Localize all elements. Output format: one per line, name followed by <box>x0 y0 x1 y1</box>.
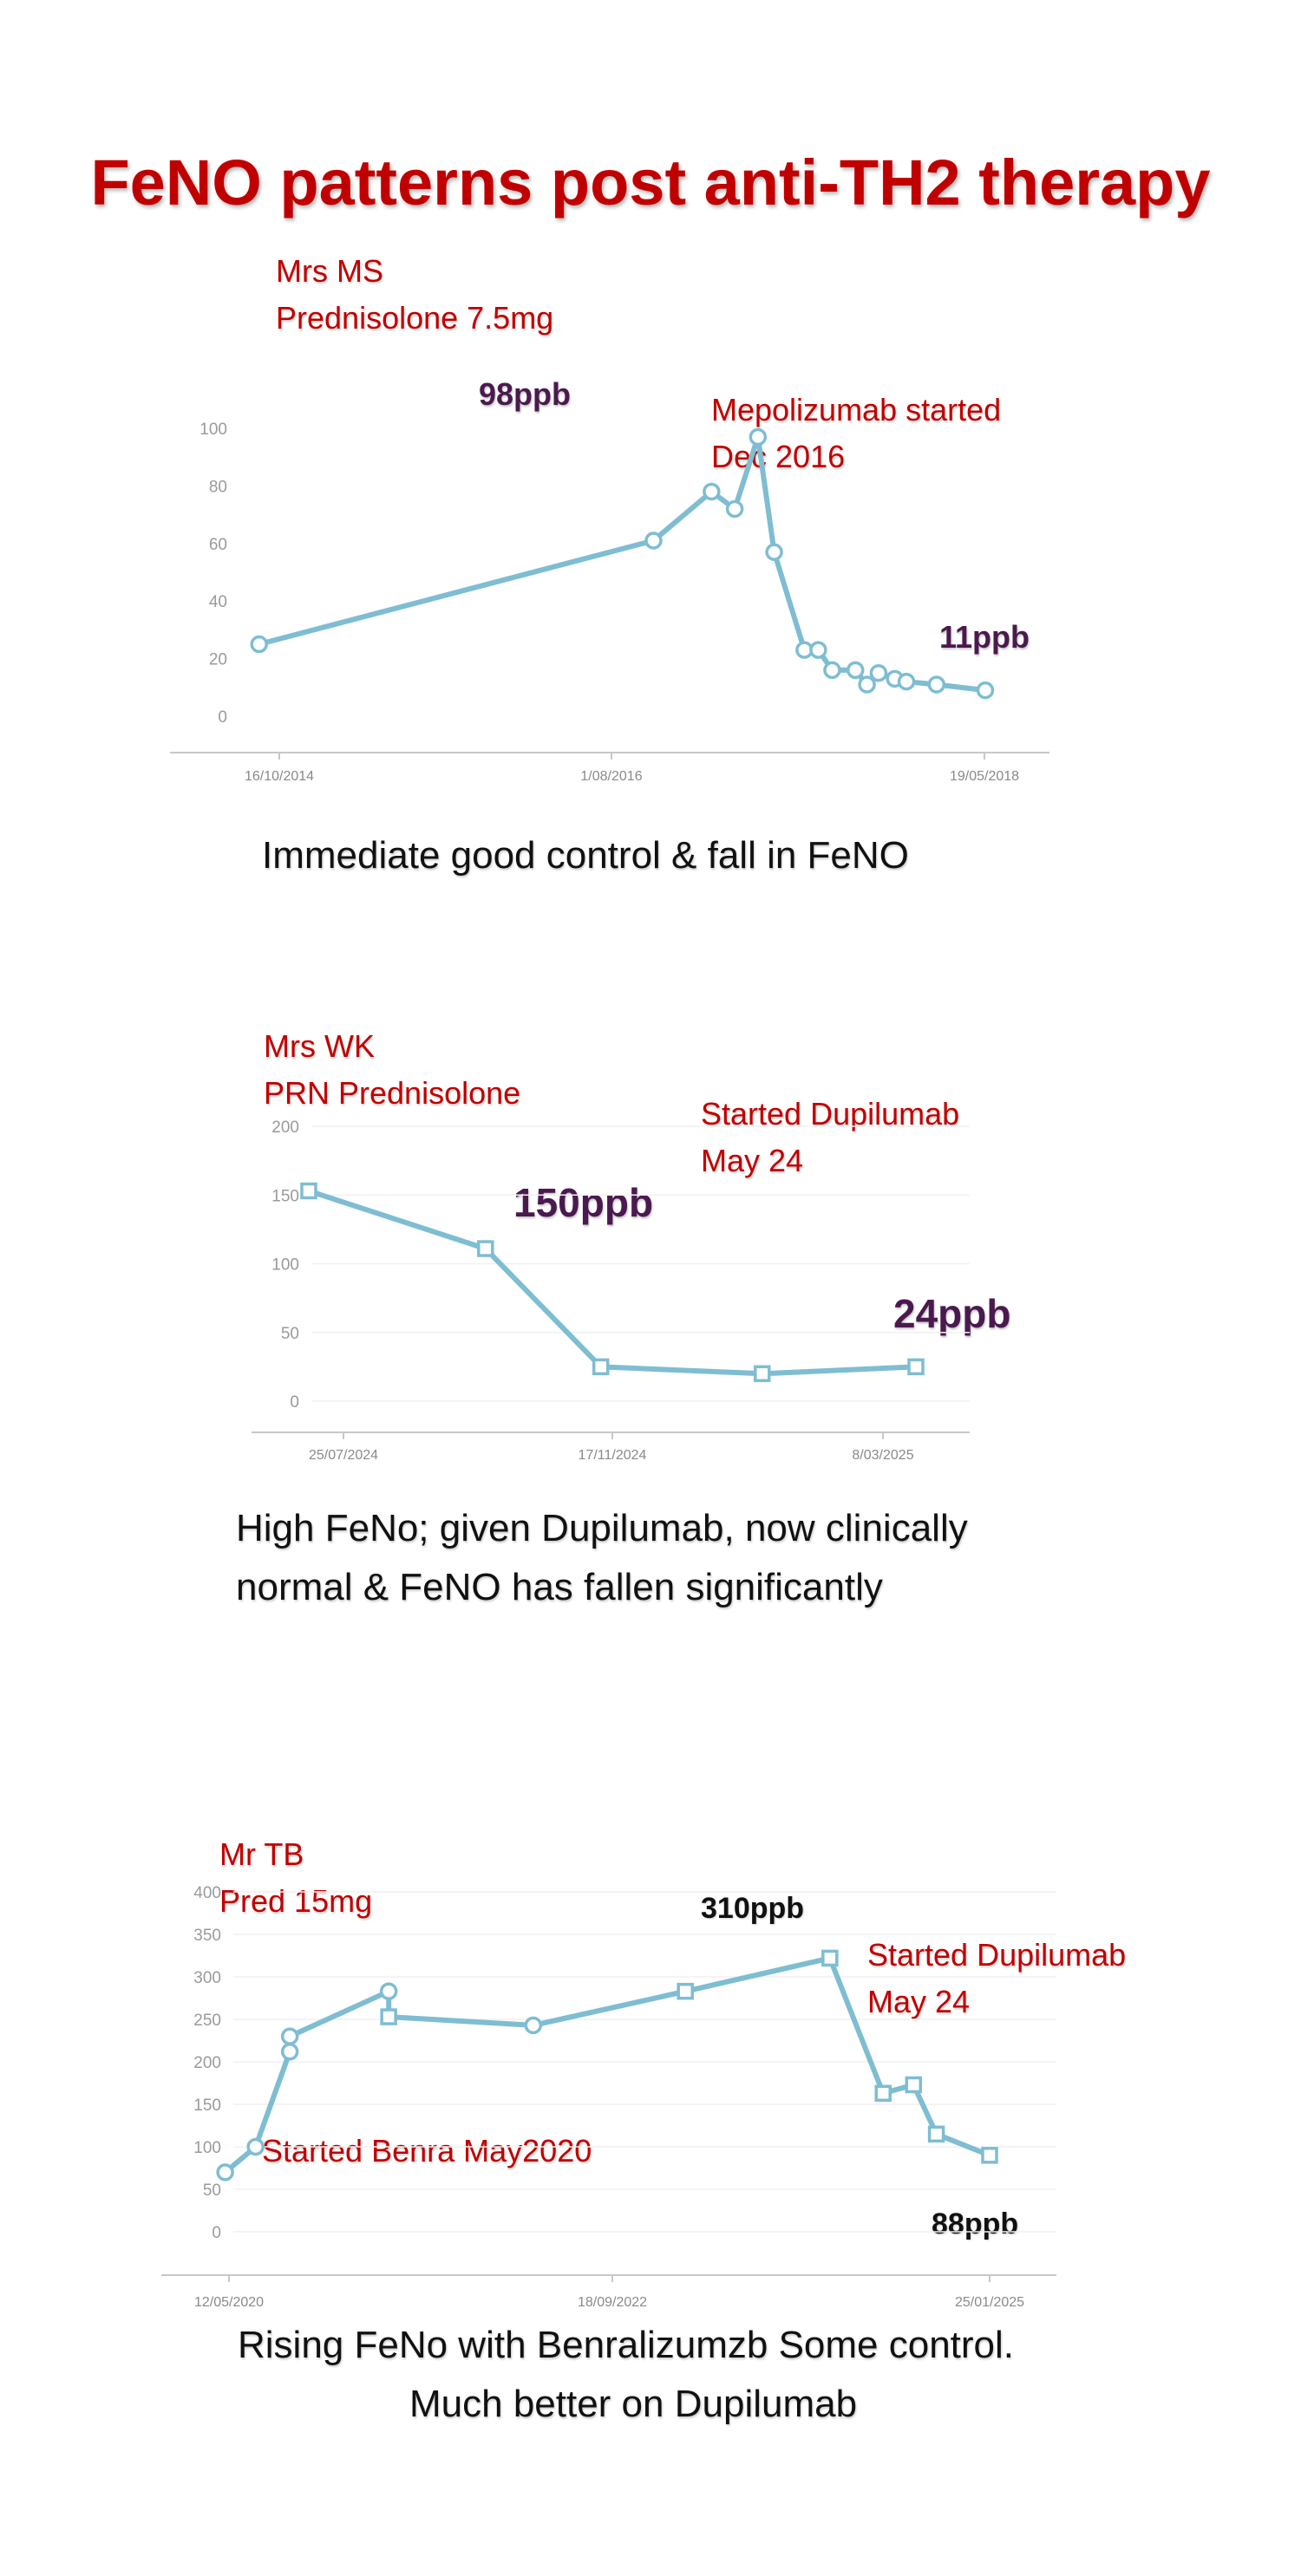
data-point <box>907 1358 925 1376</box>
event-label: Mepolizumab started <box>711 392 1002 427</box>
y-tick-label: 100 <box>199 421 227 439</box>
data-point <box>976 681 995 700</box>
data-point <box>250 635 268 654</box>
y-tick-label: 0 <box>218 708 227 727</box>
data-point <box>592 1358 610 1376</box>
patient-name: Mrs MS <box>276 253 383 289</box>
data-point <box>874 2084 892 2103</box>
patient-name: Mrs WK <box>264 1028 375 1064</box>
caption: Immediate good control & fall in FeNO <box>262 834 909 877</box>
data-point <box>927 675 946 694</box>
y-tick-label: 50 <box>203 2181 221 2200</box>
data-point <box>858 675 876 694</box>
data-point <box>927 2125 945 2143</box>
medication-label: Pred 15mg <box>219 1883 373 1919</box>
data-point <box>823 661 841 680</box>
x-tick-label: 18/09/2022 <box>578 2295 647 2310</box>
data-point <box>897 672 916 691</box>
data-point <box>821 1949 839 1967</box>
event-label: Started Dupilumab <box>867 1937 1127 1973</box>
y-tick-label: 80 <box>209 478 227 496</box>
data-point <box>380 2008 397 2025</box>
event-date-label: May 24 <box>867 1984 971 2019</box>
x-tick-label: 19/05/2018 <box>950 769 1019 784</box>
peak-label: 150ppb <box>513 1180 654 1225</box>
data-point <box>754 1365 771 1383</box>
patient-name: Mr TB <box>219 1836 304 1872</box>
end-label: 24ppb <box>893 1291 1011 1336</box>
data-point <box>644 532 663 550</box>
data-point <box>280 2042 299 2061</box>
caption: Rising FeNo with Benralizumzb Some contr… <box>238 2324 1015 2366</box>
data-point <box>246 2137 265 2156</box>
y-tick-label: 400 <box>193 1884 221 1902</box>
x-tick-label: 12/05/2020 <box>194 2295 264 2310</box>
y-tick-label: 200 <box>193 2054 221 2072</box>
start-event-label: Started Benra May2020 <box>262 2133 592 2168</box>
x-tick-label: 1/08/2016 <box>580 769 642 784</box>
end-label: 88ppb <box>932 2208 1019 2240</box>
page-title: FeNO patterns post anti-TH2 therapy <box>90 147 1211 218</box>
y-tick-label: 0 <box>290 1393 299 1412</box>
y-tick-label: 150 <box>271 1187 299 1205</box>
data-point <box>300 1182 317 1200</box>
event-label: Started Dupilumab <box>701 1096 960 1131</box>
data-point <box>524 2016 543 2035</box>
caption: High FeNo; given Dupilumab, now clinical… <box>236 1507 968 1549</box>
y-tick-label: 100 <box>193 2139 221 2157</box>
end-label: 11ppb <box>939 619 1030 655</box>
data-point <box>725 499 744 518</box>
x-tick-label: 8/03/2025 <box>852 1448 913 1463</box>
y-tick-label: 150 <box>193 2097 221 2115</box>
data-point <box>703 482 721 501</box>
event-date-label: May 24 <box>701 1143 804 1178</box>
series-line <box>222 1955 992 2175</box>
y-tick-label: 300 <box>193 1969 221 1987</box>
data-point <box>981 2147 998 2164</box>
x-tick-label: 16/10/2014 <box>245 769 314 784</box>
data-point <box>809 641 827 659</box>
data-point <box>379 1982 398 2000</box>
y-tick-label: 100 <box>271 1256 299 1275</box>
data-point <box>216 2163 234 2181</box>
data-point <box>280 2027 299 2045</box>
x-tick-label: 25/07/2024 <box>309 1448 378 1463</box>
x-tick-label: 17/11/2024 <box>579 1448 647 1463</box>
y-tick-label: 350 <box>193 1927 221 1945</box>
peak-label: 310ppb <box>701 1892 805 1925</box>
data-point <box>677 1982 694 2000</box>
y-tick-label: 40 <box>209 593 227 611</box>
data-point <box>905 2076 923 2094</box>
x-tick-label: 25/01/2025 <box>955 2295 1024 2310</box>
caption: normal & FeNO has fallen significantly <box>236 1566 883 1608</box>
data-point <box>477 1240 494 1257</box>
data-point <box>749 427 768 447</box>
medication-label: PRN Prednisolone <box>264 1075 521 1111</box>
event-date-label: Dec 2016 <box>711 439 846 474</box>
medication-label: Prednisolone 7.5mg <box>276 300 554 336</box>
y-tick-label: 50 <box>281 1325 299 1343</box>
y-tick-label: 200 <box>271 1118 299 1137</box>
y-tick-label: 20 <box>209 651 227 669</box>
data-point <box>869 663 888 682</box>
y-tick-label: 0 <box>212 2224 221 2242</box>
peak-label: 98ppb <box>479 376 572 412</box>
data-point <box>765 543 783 562</box>
data-point <box>846 661 865 680</box>
caption: Much better on Dupilumab <box>409 2383 858 2425</box>
y-tick-label: 250 <box>193 2012 221 2030</box>
y-tick-label: 60 <box>209 536 227 554</box>
